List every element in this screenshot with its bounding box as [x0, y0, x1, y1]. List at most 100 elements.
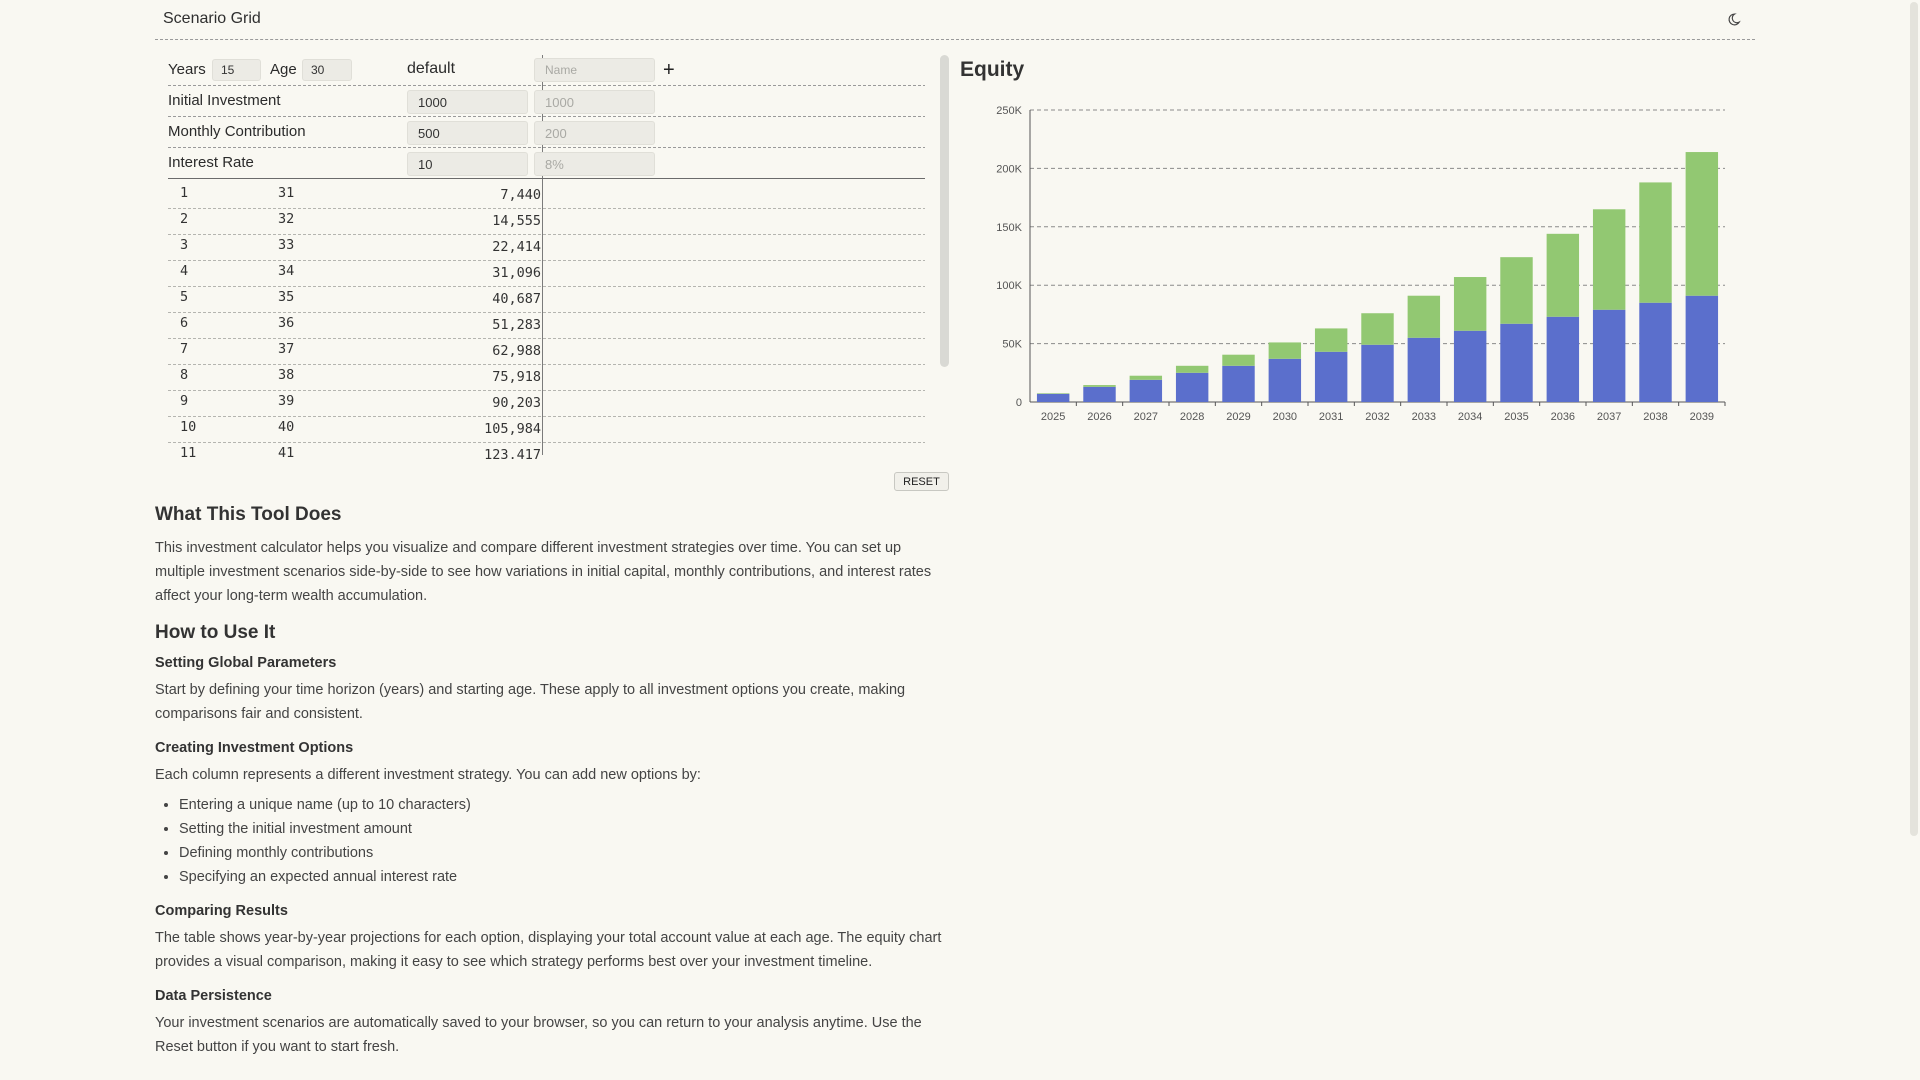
row-year: 2 — [180, 211, 189, 227]
y-tick-label: 250K — [996, 105, 1022, 117]
row-age: 41 — [278, 445, 295, 459]
bar-2034-series2 — [1453, 277, 1487, 331]
heading-create: Creating Investment Options — [155, 740, 354, 756]
x-tick-label: 2034 — [1458, 411, 1482, 423]
x-tick-label: 2035 — [1504, 411, 1528, 423]
row-year: 8 — [180, 367, 189, 383]
equity-chart: 0 50K 100K 150K 200K 250K 2025 2026 2027 2028 2029… — [996, 105, 1726, 423]
bar-2035-series1 — [1500, 323, 1533, 402]
row-year: 4 — [180, 263, 189, 279]
row-age: 33 — [278, 237, 295, 253]
bar-2028-series2 — [1175, 365, 1209, 373]
row-age: 31 — [278, 185, 295, 201]
x-tick-label: 2030 — [1273, 411, 1297, 423]
monthly-contribution-label: Monthly Contribution — [168, 123, 306, 140]
row-value: 31,096 — [492, 265, 541, 281]
bar-2025-series1 — [1036, 393, 1070, 402]
bar-2026-series2 — [1083, 385, 1116, 387]
table-row: 7 37 62,988 — [168, 338, 925, 365]
row-year: 6 — [180, 315, 189, 331]
x-tick-label: 2036 — [1551, 411, 1575, 423]
bar-2039-series2 — [1685, 152, 1719, 296]
age-input[interactable] — [302, 59, 352, 81]
x-tick-label: 2032 — [1365, 411, 1389, 423]
row-age: 39 — [278, 393, 295, 409]
row-age: 32 — [278, 211, 295, 227]
table-row: 5 35 40,687 — [168, 286, 925, 313]
paragraph-persist: Your investment scenarios are automatica… — [155, 1015, 922, 1055]
reset-button[interactable]: RESET — [894, 472, 949, 491]
app-title: Scenario Grid — [163, 10, 261, 27]
table-row: 1 31 7,440 — [168, 182, 925, 209]
table-header-divider — [168, 178, 925, 179]
bar-2036-series2 — [1546, 233, 1580, 317]
interest-rate-input[interactable] — [407, 152, 528, 176]
row-year: 5 — [180, 289, 189, 305]
row-age: 36 — [278, 315, 295, 331]
row-year: 1 — [180, 185, 189, 201]
x-tick-label: 2033 — [1412, 411, 1436, 423]
column-divider — [542, 55, 543, 455]
bar-2025-series2 — [1036, 393, 1070, 394]
new-initial-investment-input[interactable] — [534, 90, 655, 114]
bar-2038-series1 — [1639, 302, 1672, 402]
x-tick-label: 2025 — [1041, 411, 1065, 423]
row-age: 37 — [278, 341, 295, 357]
y-tick-label: 200K — [996, 163, 1022, 175]
divider — [168, 147, 925, 148]
bar-2029-series1 — [1222, 365, 1255, 402]
row-age: 34 — [278, 263, 295, 279]
y-tick-label: 50K — [1002, 339, 1022, 351]
new-monthly-contribution-input[interactable] — [534, 121, 655, 145]
row-year: 7 — [180, 341, 189, 357]
years-input[interactable] — [212, 59, 261, 81]
row-value: 62,988 — [492, 343, 541, 359]
initial-investment-input[interactable] — [407, 90, 528, 114]
age-label: Age — [270, 61, 297, 78]
bar-2032-series1 — [1361, 344, 1394, 402]
scenario-grid: Years Age default + Initial Investment M… — [155, 55, 925, 459]
table-row: 6 36 51,283 — [168, 312, 925, 339]
paragraph-what: This investment calculator helps you vis… — [155, 540, 932, 604]
add-column-button[interactable]: + — [663, 59, 675, 81]
heading-how: How to Use It — [155, 622, 276, 643]
row-value: 51,283 — [492, 317, 541, 333]
row-age: 38 — [278, 367, 295, 383]
bar-2032-series2 — [1361, 313, 1394, 345]
bar-2035-series2 — [1500, 257, 1533, 324]
row-value: 90,203 — [492, 395, 541, 411]
new-column-name-input[interactable] — [534, 58, 655, 82]
row-year: 3 — [180, 237, 189, 253]
paragraph-create: Each column represents a different inves… — [155, 767, 701, 783]
moon-icon[interactable] — [1727, 10, 1745, 28]
bar-2034-series1 — [1453, 330, 1487, 402]
bar-2033-series1 — [1407, 337, 1441, 402]
table-row: 9 39 90,203 — [168, 390, 925, 417]
table-row: 3 33 22,414 — [168, 234, 925, 261]
table-row: 2 32 14,555 — [168, 208, 925, 235]
bar-2037-series1 — [1592, 309, 1626, 402]
bar-2030-series2 — [1268, 342, 1302, 359]
row-value: 105,984 — [484, 421, 541, 437]
x-tick-label: 2027 — [1134, 411, 1158, 423]
new-interest-rate-input[interactable] — [534, 152, 655, 176]
page-scrollbar-thumb[interactable] — [1910, 2, 1918, 836]
heading-compare: Comparing Results — [155, 903, 288, 919]
monthly-contribution-input[interactable] — [407, 121, 528, 145]
x-tick-label: 2031 — [1319, 411, 1343, 423]
bar-2038-series2 — [1639, 182, 1672, 303]
grid-scrollbar[interactable] — [940, 55, 949, 367]
x-tick-label: 2038 — [1643, 411, 1667, 423]
bar-2033-series2 — [1407, 295, 1441, 338]
table-row: 11 41 123,417 — [168, 442, 925, 459]
y-tick-label: 100K — [996, 280, 1022, 292]
bar-2031-series1 — [1314, 351, 1348, 402]
table-row: 4 34 31,096 — [168, 260, 925, 287]
years-label: Years — [168, 61, 206, 78]
row-age: 40 — [278, 419, 295, 435]
paragraph-compare: The table shows year-by-year projections… — [155, 930, 942, 970]
bar-2039-series1 — [1685, 295, 1719, 402]
top-bar: Scenario Grid — [155, 0, 1755, 40]
chart-title: Equity — [960, 58, 1025, 81]
row-year: 11 — [180, 445, 197, 459]
